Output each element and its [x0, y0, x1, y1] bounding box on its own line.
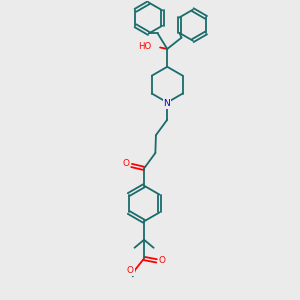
Text: N: N [163, 99, 170, 108]
Text: O: O [123, 159, 130, 168]
Text: HO: HO [138, 42, 151, 51]
Text: O: O [158, 256, 165, 265]
Text: O: O [127, 266, 134, 275]
